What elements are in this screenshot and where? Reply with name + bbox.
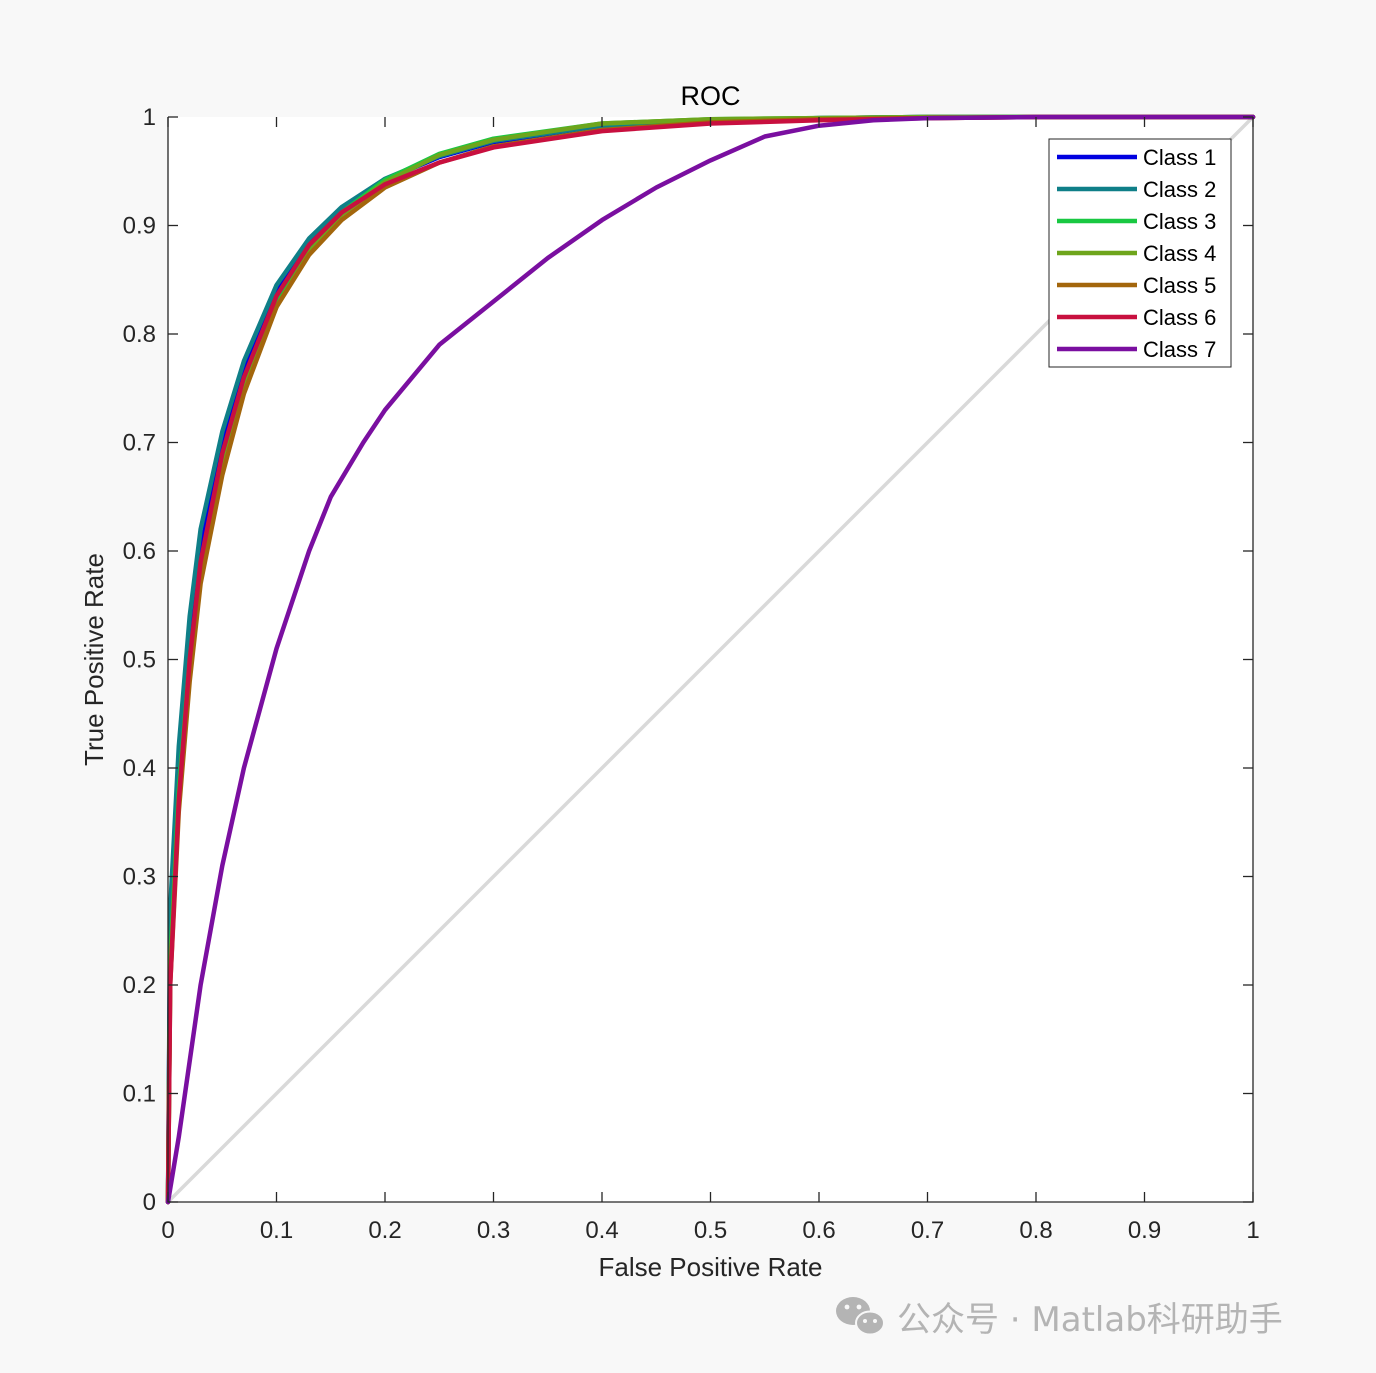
wechat-icon <box>836 1297 885 1336</box>
y-tick-label: 0.7 <box>123 430 156 457</box>
legend: Class 1 Class 2 Class 3 Class 4 Class 5 Class… <box>1048 138 1232 368</box>
x-tick-label: 0.7 <box>911 1217 944 1244</box>
y-tick-label: 1 <box>143 104 156 131</box>
x-tick-label: 0.4 <box>585 1217 618 1244</box>
y-tick-label: 0.8 <box>123 321 156 348</box>
y-tick-label: 0.3 <box>123 864 156 891</box>
x-tick-label: 0.8 <box>1019 1217 1052 1244</box>
y-axis-ticks: 0 0.1 0.2 0.3 0.4 0.5 0.6 0.7 0.8 0.9 1 <box>123 104 1253 1216</box>
legend-label-class-7: Class 7 <box>1143 337 1216 362</box>
y-axis-label: True Positive Rate <box>79 553 109 766</box>
x-tick-label: 0 <box>161 1217 174 1244</box>
x-tick-label: 0.3 <box>477 1217 510 1244</box>
legend-label-class-5: Class 5 <box>1143 273 1216 298</box>
x-tick-label: 0.1 <box>260 1217 293 1244</box>
legend-label-class-3: Class 3 <box>1143 209 1216 234</box>
legend-label-class-1: Class 1 <box>1143 145 1216 170</box>
y-tick-label: 0.1 <box>123 1081 156 1108</box>
roc-curve-class-7 <box>165 114 1256 1205</box>
x-axis-ticks: 0 0.1 0.2 0.3 0.4 0.5 0.6 0.7 0.8 0.9 1 <box>161 117 1260 1244</box>
y-tick-label: 0.9 <box>123 213 156 240</box>
legend-label-class-4: Class 4 <box>1143 241 1216 266</box>
y-tick-label: 0.5 <box>123 647 156 674</box>
x-tick-label: 1 <box>1246 1217 1259 1244</box>
chart-title: ROC <box>681 81 741 111</box>
y-tick-label: 0.2 <box>123 972 156 999</box>
legend-items: Class 1 Class 2 Class 3 Class 4 Class 5 Class… <box>1057 145 1216 362</box>
x-tick-label: 0.9 <box>1128 1217 1161 1244</box>
x-axis-label: False Positive Rate <box>599 1252 823 1282</box>
watermark-text: 公众号 · Matlab科研助手 <box>897 1300 1283 1340</box>
x-tick-label: 0.2 <box>368 1217 401 1244</box>
watermark: 公众号 · Matlab科研助手 <box>836 1297 1283 1340</box>
x-tick-label: 0.6 <box>802 1217 835 1244</box>
y-tick-label: 0.6 <box>123 538 156 565</box>
x-tick-label: 0.5 <box>694 1217 727 1244</box>
y-tick-label: 0 <box>143 1189 156 1216</box>
legend-label-class-6: Class 6 <box>1143 305 1216 330</box>
legend-label-class-2: Class 2 <box>1143 177 1216 202</box>
y-tick-label: 0.4 <box>123 755 156 782</box>
